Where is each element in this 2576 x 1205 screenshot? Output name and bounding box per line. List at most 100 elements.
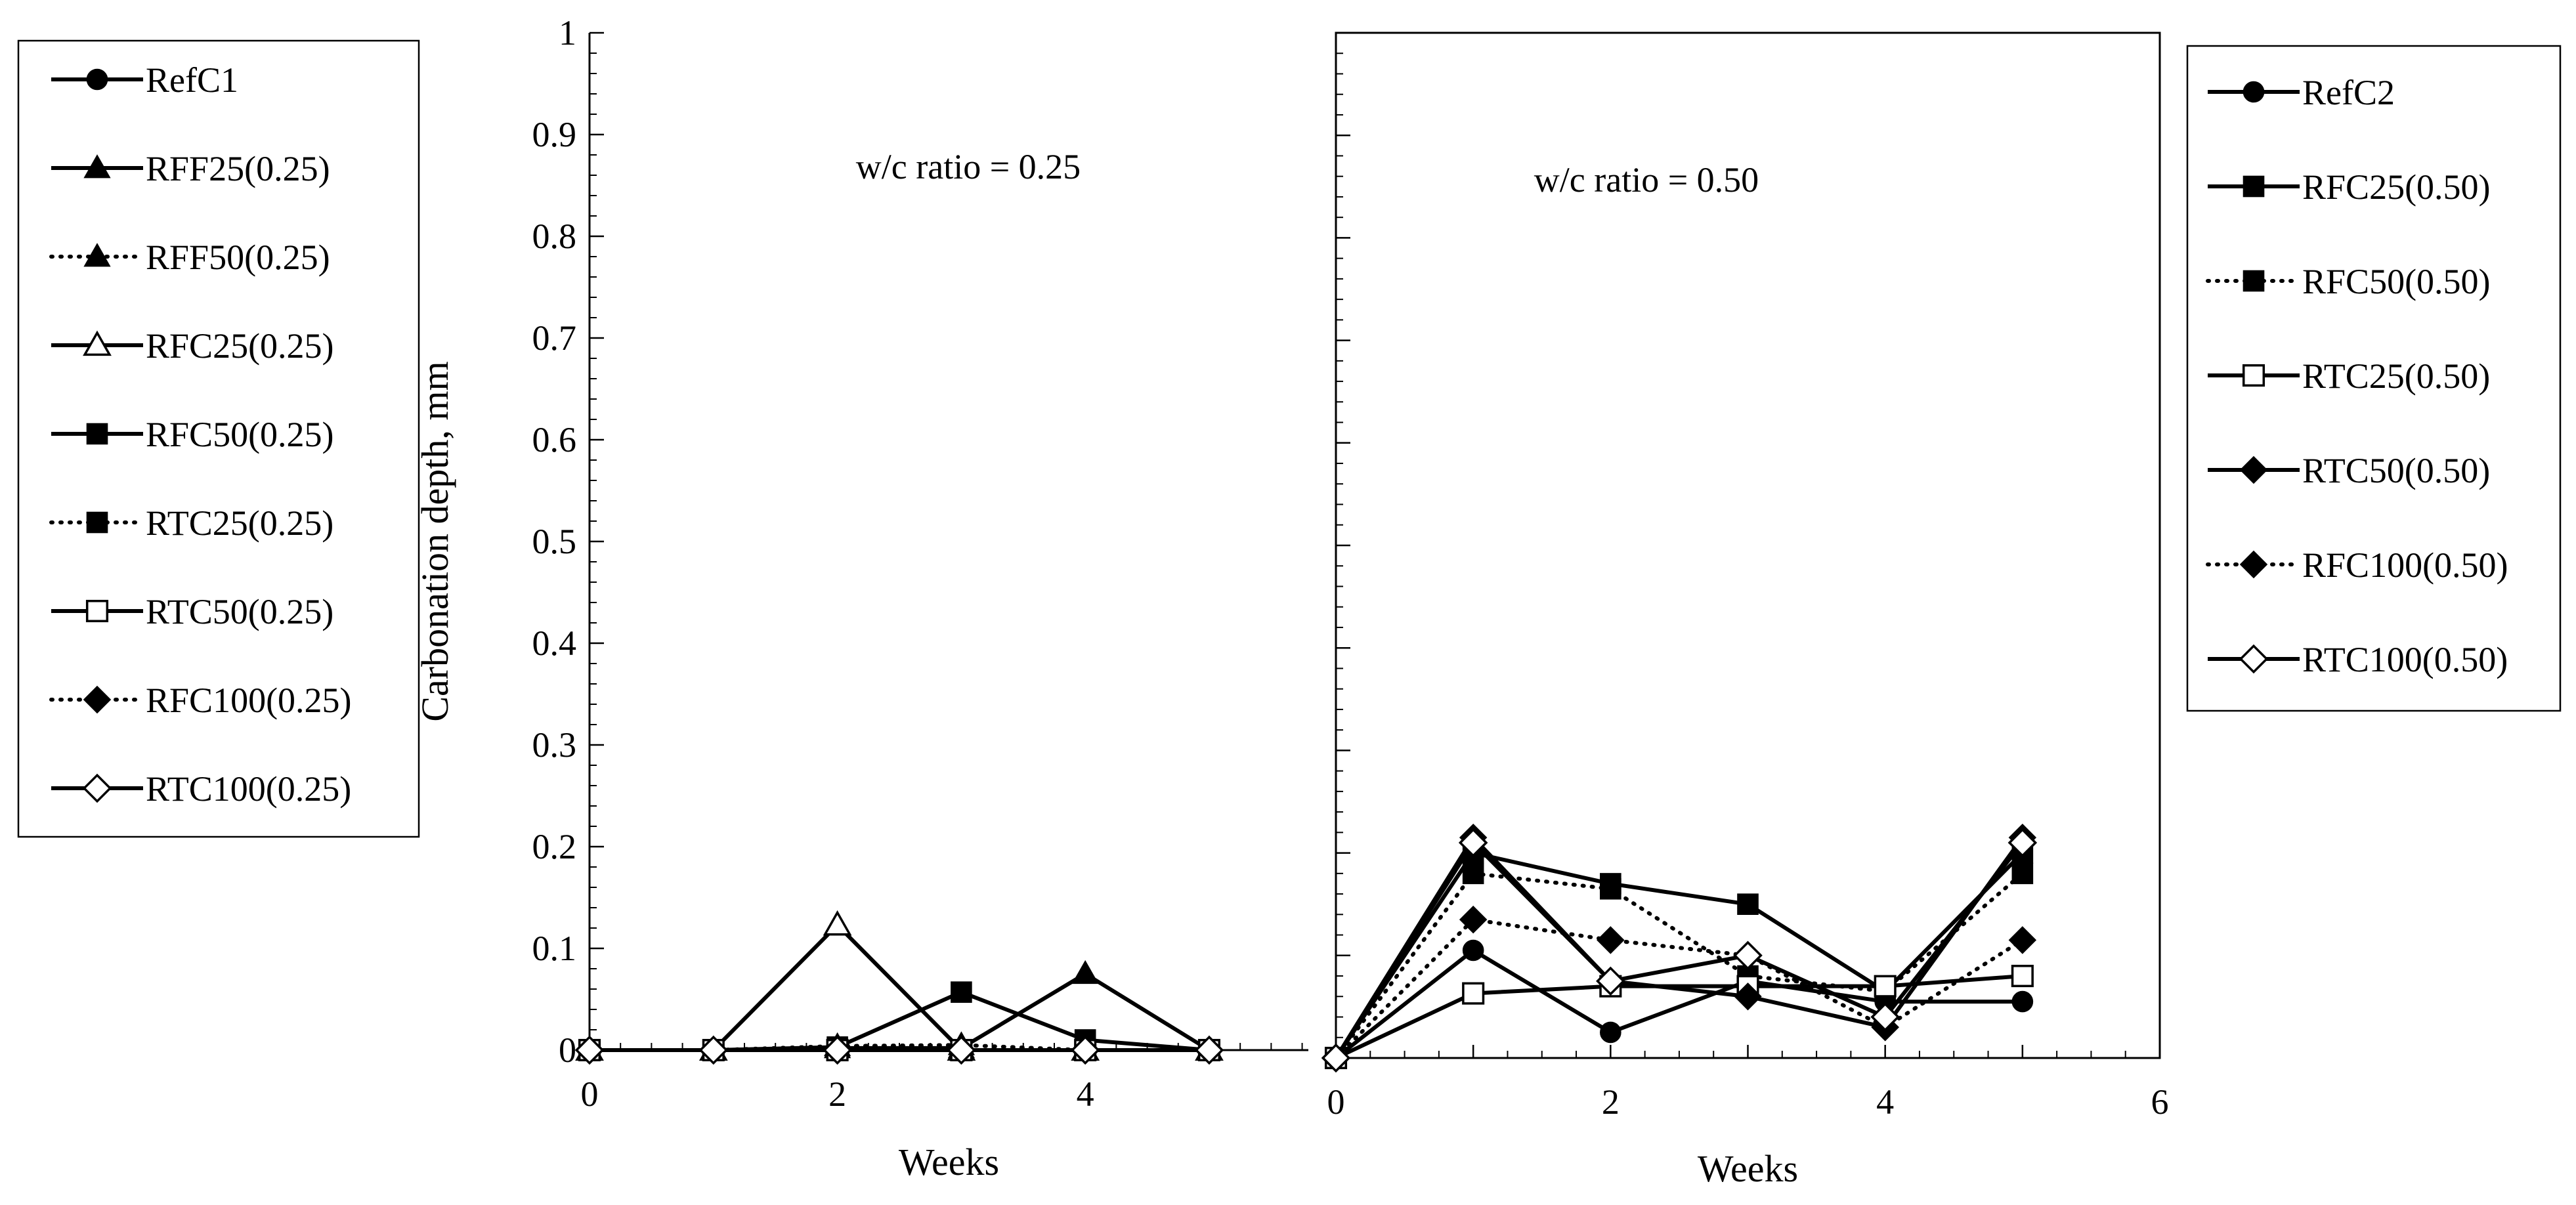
legend-label-rff50-0-25: RFF50(0.25) xyxy=(146,238,330,277)
legend-label-rfc100-0-25: RFC100(0.25) xyxy=(146,681,352,720)
legend-marker-rtc25-0-25 xyxy=(86,511,108,534)
legend-item-rfc25-0-50: RFC25(0.50) xyxy=(2208,167,2491,207)
left-data-point-rtc100-0-25 xyxy=(698,1035,729,1065)
legend-item-rff25-0-25: RFF25(0.25) xyxy=(51,149,330,188)
left-data-point-rtc100-0-25 xyxy=(1070,1035,1100,1065)
right-x-tick-label: 6 xyxy=(2151,1082,2169,1122)
right-data-point-refc2 xyxy=(1600,1021,1621,1044)
left-series-line-rfc25-0-25 xyxy=(590,923,1209,1052)
left-data-point-rtc100-0-25 xyxy=(1194,1035,1224,1065)
left-x-tick-label: 2 xyxy=(828,1074,846,1114)
right-series-rtc100-0-50 xyxy=(1321,828,2038,1073)
left-data-point-rfc25-0-25 xyxy=(823,910,852,936)
right-series-line-rfc25-0-50 xyxy=(1334,851,2024,1059)
right-x-tick-label: 0 xyxy=(1327,1082,1345,1122)
legend-label-rfc50-0-50: RFC50(0.50) xyxy=(2302,262,2491,301)
right-series-line-rtc50-0-50 xyxy=(1334,835,2025,1059)
legend-marker-refc2 xyxy=(2243,81,2265,103)
legend-label-rtc100-0-25: RTC100(0.25) xyxy=(146,769,351,809)
left-y-axis-label: Carbonation depth, mm xyxy=(414,361,456,721)
right-x-axis-label: Weeks xyxy=(1698,1147,1798,1190)
right-legend: RefC2 RFC25(0.50) RFC50(0.50) RTC25(0.50) RT… xyxy=(2186,45,2562,712)
right-x-tick-label: 4 xyxy=(1876,1082,1894,1122)
legend-marker-rtc25-0-50 xyxy=(2242,364,2265,387)
legend-label-rfc25-0-25: RFC25(0.25) xyxy=(146,326,334,366)
left-series-rfc25-0-25 xyxy=(575,910,1224,1061)
right-data-point-rtc100-0-50 xyxy=(1733,941,1763,971)
left-data-point-rfc50-0-25 xyxy=(951,981,972,1003)
legend-item-rfc25-0-25: RFC25(0.25) xyxy=(51,326,334,366)
legend-marker-rfc50-0-25 xyxy=(86,423,108,445)
left-data-point-rff25-0-25 xyxy=(1071,960,1099,984)
right-x-tick-label: 2 xyxy=(1602,1082,1620,1122)
left-y-tick-label: 0.1 xyxy=(532,929,577,968)
legend-label-rtc50-0-50: RTC50(0.50) xyxy=(2302,451,2490,490)
legend-marker-rtc100-0-25 xyxy=(82,773,112,803)
legend-marker-rtc50-0-50 xyxy=(2239,455,2268,484)
left-data-point-rtc100-0-25 xyxy=(823,1035,852,1065)
left-x-tick-label: 0 xyxy=(581,1074,599,1114)
legend-marker-rfc50-0-50 xyxy=(2243,270,2265,292)
left-series-rtc100-0-25 xyxy=(574,1035,1224,1065)
right-series-line-rfc100-0-50 xyxy=(1334,918,2025,1060)
legend-item-rfc50-0-50: RFC50(0.50) xyxy=(2206,262,2491,301)
left-y-tick-label: 1 xyxy=(559,13,576,53)
legend-item-rtc50-0-50: RTC50(0.50) xyxy=(2208,451,2490,490)
right-data-point-rtc25-0-50 xyxy=(1874,975,1897,998)
left-y-tick-label: 0.4 xyxy=(532,624,577,663)
legend-label-refc2: RefC2 xyxy=(2302,73,2395,112)
legend-label-rff25-0-25: RFF25(0.25) xyxy=(146,149,330,188)
right-data-point-rfc100-0-50 xyxy=(1459,905,1488,934)
left-y-tick-label: 0 xyxy=(559,1030,576,1070)
left-data-point-rtc100-0-25 xyxy=(574,1035,605,1065)
right-data-point-rtc100-0-50 xyxy=(1458,828,1488,858)
left-legend: RefC1 RFF25(0.25) RFF50(0.25) RFC25(0.25) RF… xyxy=(17,39,420,838)
right-data-point-rfc50-0-50 xyxy=(1462,862,1484,885)
left-y-tick-label: 0.2 xyxy=(532,827,577,866)
legend-marker-rff25-0-25 xyxy=(83,154,111,179)
right-data-point-refc2 xyxy=(2011,990,2034,1013)
left-legend-box xyxy=(17,39,420,838)
right-wc-ratio-annotation: w/c ratio = 0.50 xyxy=(1534,160,1759,200)
left-wc-ratio-annotation: w/c ratio = 0.25 xyxy=(856,147,1081,186)
right-series-line-rfc50-0-50 xyxy=(1334,871,2025,1060)
legend-marker-rfc25-0-25 xyxy=(83,330,112,356)
legend-item-refc1: RefC1 xyxy=(51,60,238,100)
right-data-point-rtc25-0-50 xyxy=(2011,964,2034,988)
right-series-line-rtc25-0-50 xyxy=(1335,974,2023,1060)
right-data-point-rtc25-0-50 xyxy=(1462,982,1485,1005)
left-y-tick-label: 0.7 xyxy=(532,318,577,358)
right-panel: 0 2 4 6 Weeks w/c ratio = 0.50 xyxy=(1321,32,2169,1190)
legend-label-rfc50-0-25: RFC50(0.25) xyxy=(146,415,334,454)
left-y-tick-label: 0.3 xyxy=(532,725,577,765)
legend-marker-refc1 xyxy=(86,68,108,91)
legend-item-rff50-0-25: RFF50(0.25) xyxy=(49,238,330,277)
legend-label-rtc25-0-25: RTC25(0.25) xyxy=(146,503,333,543)
legend-item-rtc25-0-25: RTC25(0.25) xyxy=(49,503,333,543)
legend-label-rtc25-0-50: RTC25(0.50) xyxy=(2302,356,2490,396)
legend-label-rfc100-0-50: RFC100(0.50) xyxy=(2302,545,2508,585)
right-data-point-rfc100-0-50 xyxy=(1597,926,1625,954)
right-data-point-rtc100-0-50 xyxy=(2007,828,2038,858)
right-data-point-rtc50-0-50 xyxy=(1734,983,1762,1011)
left-data-point-rtc100-0-25 xyxy=(947,1035,976,1065)
legend-label-rfc25-0-50: RFC25(0.50) xyxy=(2302,167,2491,207)
left-y-tick-label: 0.8 xyxy=(532,217,577,256)
left-x-axis-label: Weeks xyxy=(899,1141,999,1183)
legend-marker-rfc25-0-50 xyxy=(2243,175,2265,198)
legend-item-rtc100-0-50: RTC100(0.50) xyxy=(2208,640,2508,679)
legend-marker-rtc100-0-50 xyxy=(2239,644,2269,674)
legend-label-rtc100-0-50: RTC100(0.50) xyxy=(2302,640,2508,679)
legend-marker-rtc50-0-25 xyxy=(85,599,109,623)
legend-item-rtc50-0-25: RTC50(0.25) xyxy=(51,592,333,631)
right-data-point-rfc50-0-50 xyxy=(1600,877,1621,900)
right-data-point-rtc100-0-50 xyxy=(1321,1043,1351,1073)
left-y-tick-label: 0.9 xyxy=(532,115,577,154)
right-series-rfc25-0-50 xyxy=(1325,842,2034,1069)
right-series-line-refc2 xyxy=(1335,948,2023,1060)
right-data-point-rfc25-0-50 xyxy=(1737,893,1759,916)
left-x-tick-label: 4 xyxy=(1077,1074,1094,1114)
legend-marker-rfc100-0-50 xyxy=(2239,550,2268,579)
legend-item-rfc50-0-25: RFC50(0.25) xyxy=(51,415,334,454)
legend-item-rfc100-0-50: RFC100(0.50) xyxy=(2206,545,2508,585)
